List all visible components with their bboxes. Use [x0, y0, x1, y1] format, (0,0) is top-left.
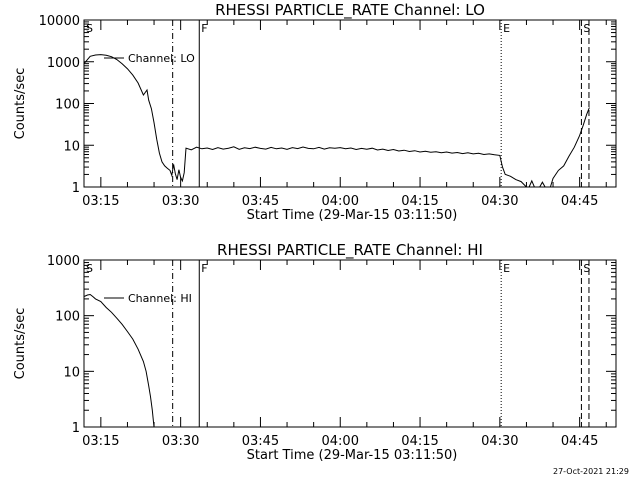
y-tick-label: 10	[63, 139, 80, 154]
x-tick-label: 04:00	[322, 194, 359, 209]
marker-label-f: F	[201, 262, 207, 275]
x-axis-label: Start Time (29-Mar-15 03:11:50)	[247, 208, 458, 223]
x-tick-label: 03:45	[242, 194, 279, 209]
y-tick-label: 1000	[47, 56, 80, 71]
x-tick-label: 03:15	[82, 434, 119, 449]
chart-panel-lo: RHESSI PARTICLE_RATE Channel: LO 1 10 100 10…	[13, 1, 617, 223]
x-tick-label: 03:30	[162, 434, 199, 449]
y-tick-label: 100	[55, 98, 80, 113]
series-line-hi	[84, 293, 155, 427]
marker-label-s: S	[583, 22, 590, 35]
chart-title: RHESSI PARTICLE_RATE Channel: HI	[217, 241, 483, 260]
legend-label: Channel: LO	[128, 52, 195, 65]
marker-label-s: S	[583, 262, 590, 275]
x-tick-label: 03:30	[162, 194, 199, 209]
marker-label-e: E	[503, 262, 510, 275]
x-tick-label: 03:15	[82, 194, 119, 209]
x-tick-label: 03:45	[242, 434, 279, 449]
marker-label-f: F	[201, 22, 207, 35]
y-tick-label: 1	[72, 421, 80, 436]
x-axis-label: Start Time (29-Mar-15 03:11:50)	[247, 448, 458, 463]
marker-label-s: S	[86, 22, 93, 35]
x-tick-label: 04:15	[401, 434, 438, 449]
chart-panel-hi: RHESSI PARTICLE_RATE Channel: HI 1 10 100 10…	[13, 241, 617, 463]
x-tick-label: 04:30	[481, 194, 518, 209]
footer-timestamp: 27-Oct-2021 21:29	[553, 467, 629, 476]
x-tick-label: 04:30	[481, 434, 518, 449]
series-line-lo	[84, 54, 590, 187]
plot-frame	[83, 19, 617, 188]
plot-frame	[83, 259, 617, 428]
y-axis-label: Counts/sec	[13, 68, 28, 140]
marker-label-s: S	[86, 262, 93, 275]
marker-label-e: E	[503, 22, 510, 35]
y-tick-label: 1000	[47, 254, 80, 269]
y-tick-label: 10	[63, 365, 80, 380]
x-tick-label: 04:45	[561, 194, 598, 209]
x-tick-label: 04:00	[322, 434, 359, 449]
y-tick-label: 1	[72, 181, 80, 196]
y-axis-label: Counts/sec	[13, 308, 28, 380]
x-tick-label: 04:45	[561, 434, 598, 449]
y-tick-label: 10000	[39, 14, 80, 29]
y-tick-label: 100	[55, 310, 80, 325]
legend-label: Channel: HI	[128, 292, 192, 305]
x-tick-label: 04:15	[401, 194, 438, 209]
chart-title: RHESSI PARTICLE_RATE Channel: LO	[215, 1, 485, 20]
